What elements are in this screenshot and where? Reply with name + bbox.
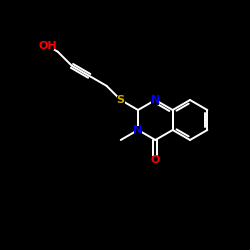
- FancyBboxPatch shape: [134, 126, 142, 134]
- Text: S: S: [117, 95, 125, 105]
- FancyBboxPatch shape: [40, 41, 54, 50]
- FancyBboxPatch shape: [117, 96, 125, 104]
- Text: OH: OH: [38, 41, 57, 51]
- Text: N: N: [151, 95, 160, 105]
- Text: N: N: [134, 125, 143, 135]
- Text: O: O: [151, 155, 160, 165]
- FancyBboxPatch shape: [151, 156, 159, 164]
- FancyBboxPatch shape: [151, 96, 159, 104]
